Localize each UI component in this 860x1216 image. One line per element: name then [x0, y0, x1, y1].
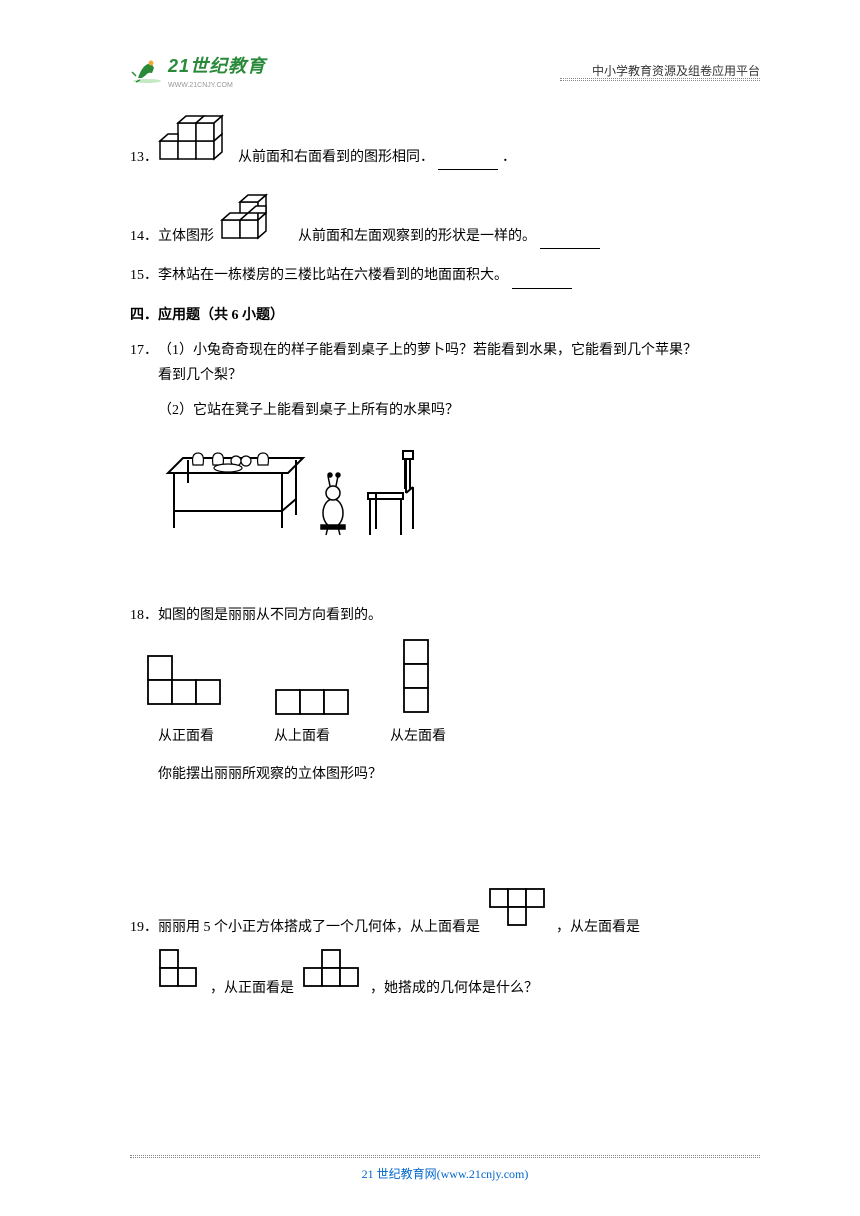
- q14-blank[interactable]: [540, 231, 600, 249]
- header-underline: [560, 78, 760, 81]
- question-15: 15． 李林站在一栋楼房的三楼比站在六楼看到的地面面积大。: [130, 263, 760, 288]
- q18-left-view: [402, 638, 432, 718]
- question-14: 14． 立体图形 从前面和左面观察到的形状是一样的。: [130, 188, 760, 249]
- q18-number: 18．: [130, 603, 158, 628]
- q18-views: [146, 638, 760, 718]
- page-footer: 21 世纪教育网(www.21cnjy.com): [130, 1157, 760, 1186]
- q18-front-view: [146, 654, 226, 718]
- q19-part3: ，从正面看是: [210, 976, 294, 1001]
- section-4-title: 四．应用题（共 6 小题）: [130, 303, 760, 328]
- logo-sub-text: WWW.21CNJY.COM: [168, 80, 266, 93]
- logo: 21世纪教育 WWW.21CNJY.COM: [130, 50, 266, 93]
- q15-text: 李林站在一栋楼房的三楼比站在六楼看到的地面面积大。: [158, 263, 508, 288]
- page-header: 21世纪教育 WWW.21CNJY.COM 中小学教育资源及组卷应用平台: [130, 50, 760, 93]
- logo-main-text: 21世纪教育: [168, 56, 266, 76]
- q17-part2: （2）它站在凳子上能看到桌子上所有的水果吗？: [158, 398, 760, 423]
- q17-illustration: [158, 433, 760, 543]
- q19-number: 19．: [130, 915, 158, 940]
- q14-cube-figure: [220, 188, 292, 249]
- q19-left-view: [158, 948, 202, 1001]
- logo-runner-icon: [130, 58, 164, 84]
- q19-front-view: [302, 948, 362, 1001]
- q13-cube-figure: [158, 113, 238, 170]
- footer-text: 21 世纪教育网(www.21cnjy.com): [362, 1167, 529, 1181]
- question-18: 18． 如图的图是丽丽从不同方向看到的。: [130, 603, 760, 787]
- q14-prefix: 立体图形: [158, 224, 214, 249]
- q17-part1: （1）小兔奇奇现在的样子能看到桌子上的萝卜吗？若能看到水果，它能看到几个苹果？: [158, 338, 697, 363]
- q15-blank[interactable]: [512, 271, 572, 289]
- q18-label-top: 从上面看: [274, 724, 330, 749]
- q13-number: 13．: [130, 145, 158, 170]
- q18-text: 如图的图是丽丽从不同方向看到的。: [158, 603, 382, 628]
- q19-part1: 丽丽用 5 个小正方体搭成了一个几何体，从上面看是: [158, 915, 480, 940]
- q15-number: 15．: [130, 263, 158, 288]
- q19-top-view: [488, 887, 548, 940]
- q18-label-front: 从正面看: [158, 724, 214, 749]
- q18-top-view: [274, 688, 354, 718]
- q13-text: 从前面和右面看到的图形相同．: [238, 145, 434, 170]
- q19-part4: ，她搭成的几何体是什么？: [370, 976, 538, 1001]
- q18-view-labels: 从正面看 从上面看 从左面看: [158, 724, 760, 749]
- question-13: 13． 从前面和右面看到的图形相同． ．: [130, 113, 760, 170]
- q13-punct: ．: [502, 145, 516, 170]
- q17-part1b: 看到几个梨？: [158, 363, 760, 388]
- question-19: 19． 丽丽用 5 个小正方体搭成了一个几何体，从上面看是 ，从左面看是: [130, 887, 760, 1001]
- q14-text: 从前面和左面观察到的形状是一样的。: [298, 224, 536, 249]
- q18-followup: 你能摆出丽丽所观察的立体图形吗？: [158, 762, 760, 787]
- q19-part2: ，从左面看是: [556, 915, 640, 940]
- q18-label-left: 从左面看: [390, 724, 446, 749]
- q17-number: 17．: [130, 338, 158, 363]
- logo-text: 21世纪教育 WWW.21CNJY.COM: [168, 50, 266, 93]
- q14-number: 14．: [130, 224, 158, 249]
- q13-blank[interactable]: [438, 152, 498, 170]
- question-17: 17． （1）小兔奇奇现在的样子能看到桌子上的萝卜吗？若能看到水果，它能看到几个…: [130, 338, 760, 544]
